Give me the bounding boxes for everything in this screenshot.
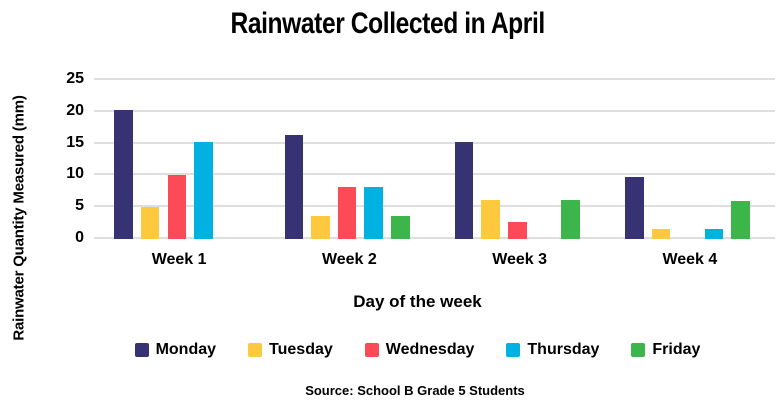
source-note: Source: School B Grade 5 Students [305, 383, 525, 398]
bar-monday-week-1 [114, 110, 133, 239]
plot-area [94, 78, 775, 239]
x-tick-label: Week 3 [492, 251, 548, 268]
y-tick-label: 0 [75, 229, 84, 246]
legend: Monday Tuesday Wednesday Thursday Friday [60, 341, 775, 359]
x-tick-label: Week 2 [321, 251, 377, 268]
legend-swatch-thursday [506, 343, 521, 357]
bar-tuesday-week-4 [651, 228, 671, 239]
y-tick-label: 10 [66, 165, 84, 183]
bar-friday-week-4 [731, 201, 751, 239]
legend-item-tuesday: Tuesday [248, 341, 333, 359]
legend-label: Thursday [527, 341, 600, 358]
bar-tuesday-week-3 [481, 199, 500, 239]
bar-thursday-week-1 [194, 142, 213, 239]
bar-friday-week-2 [390, 215, 410, 239]
legend-swatch-tuesday [248, 343, 263, 357]
bar-tuesday-week-1 [140, 206, 160, 239]
y-tick-label: 15 [66, 133, 84, 151]
gridline [94, 173, 775, 176]
gridline [94, 78, 775, 80]
legend-item-thursday: Thursday [506, 341, 599, 359]
y-tick-label: 20 [66, 101, 84, 119]
bar-wednesday-week-2 [337, 186, 357, 239]
legend-swatch-wednesday [364, 343, 379, 357]
bar-thursday-week-2 [364, 186, 383, 239]
gridline [94, 237, 775, 239]
gridline [94, 141, 775, 144]
y-tick-label: 25 [66, 70, 84, 87]
y-tick-label: 5 [75, 197, 84, 215]
bar-thursday-week-4 [704, 228, 724, 239]
gridline [94, 205, 775, 208]
bar-monday-week-3 [454, 142, 474, 239]
bar-monday-week-4 [625, 176, 644, 239]
legend-label: Tuesday [269, 341, 333, 358]
legend-item-monday: Monday [134, 341, 217, 359]
bar-friday-week-3 [561, 199, 580, 239]
x-tick-label: Week 4 [662, 251, 718, 268]
x-axis-labels: Week 1 Week 2 Week 3 Week 4 [94, 251, 775, 271]
y-axis-title: Rainwater Quantity Measured (mm) [10, 95, 28, 341]
x-axis-title: Day of the week [353, 292, 482, 311]
x-tick-label: Week 1 [151, 251, 207, 268]
legend-swatch-monday [134, 343, 149, 357]
legend-swatch-friday [631, 343, 646, 357]
legend-label: Monday [155, 341, 217, 358]
legend-item-friday: Friday [631, 341, 700, 359]
legend-label: Wednesday [385, 341, 475, 358]
legend-label: Friday [652, 341, 701, 358]
y-axis-ticks: 0 5 10 15 20 25 [40, 71, 84, 246]
bar-wednesday-week-1 [167, 174, 187, 239]
bar-wednesday-week-3 [508, 222, 527, 239]
chart-title-text: Rainwater Collected in April [230, 7, 546, 40]
legend-item-wednesday: Wednesday [364, 341, 475, 359]
gridline [94, 109, 775, 112]
bar-tuesday-week-2 [311, 215, 330, 239]
chart-title: Rainwater Collected in April [0, 6, 776, 42]
bar-monday-week-2 [284, 135, 304, 239]
